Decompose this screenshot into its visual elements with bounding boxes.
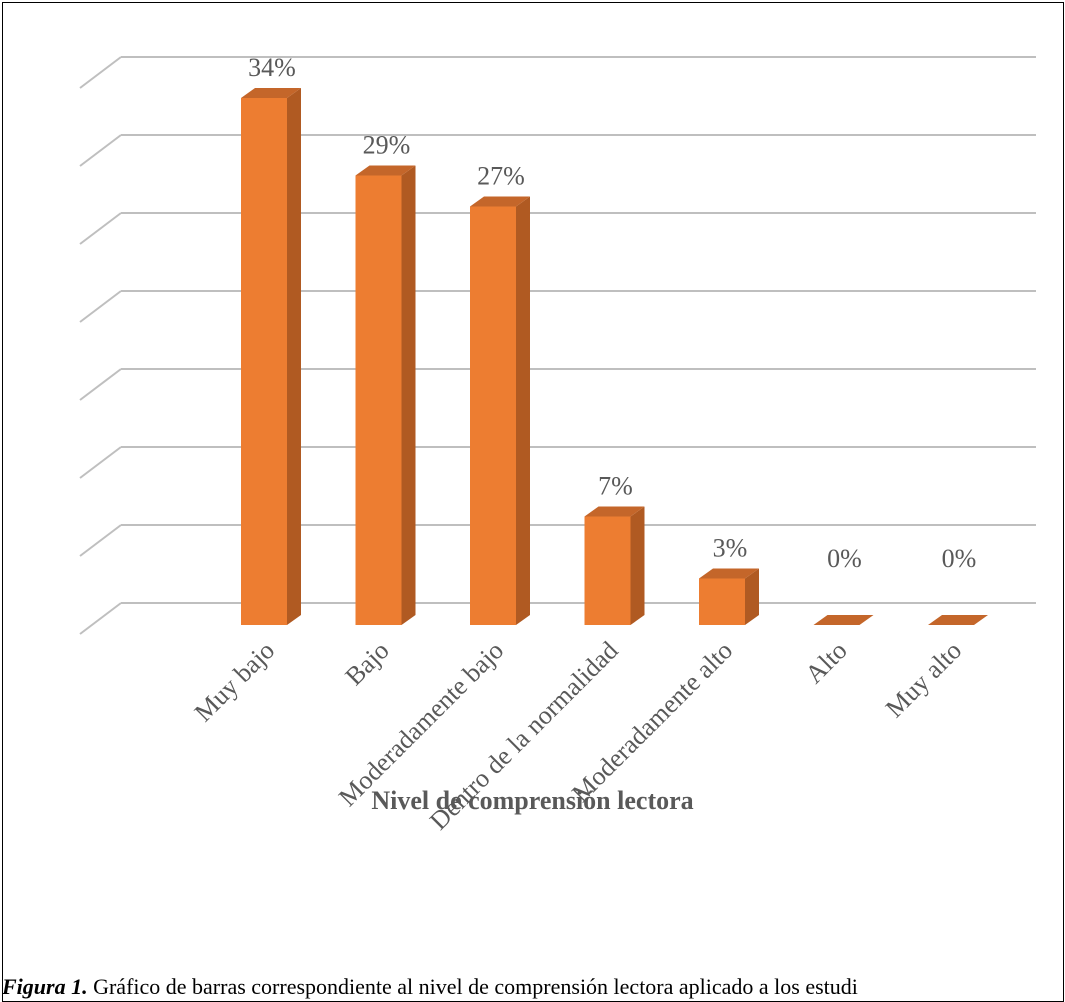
bar-side bbox=[516, 196, 530, 625]
bar bbox=[928, 615, 988, 625]
data-label: 29% bbox=[363, 131, 411, 160]
x-tick-label: Bajo bbox=[340, 636, 395, 691]
x-axis-title: Nivel de comprensión lectora bbox=[371, 786, 694, 815]
bar bbox=[241, 88, 301, 625]
bar-top bbox=[241, 88, 301, 98]
bar bbox=[699, 568, 759, 625]
gridline-diagonal bbox=[79, 602, 122, 635]
gridlines bbox=[79, 56, 1036, 635]
data-label: 34% bbox=[248, 53, 296, 82]
bar-side bbox=[287, 88, 301, 625]
bar bbox=[355, 165, 416, 625]
gridline-diagonal bbox=[79, 446, 122, 479]
bar-top bbox=[470, 196, 530, 207]
bar bbox=[584, 506, 645, 625]
bar-front bbox=[355, 175, 402, 625]
data-label: 7% bbox=[598, 472, 633, 501]
bar-top bbox=[355, 165, 416, 176]
figure-caption: Figura 1. Gráfico de barras correspondie… bbox=[2, 974, 858, 1000]
data-label: 0% bbox=[942, 544, 977, 573]
bar-side bbox=[745, 568, 759, 625]
bar-side bbox=[630, 506, 645, 625]
gridline-diagonal bbox=[79, 56, 122, 89]
gridline-diagonal bbox=[79, 290, 122, 323]
bar-top bbox=[584, 506, 645, 517]
data-labels: 34% 29% 27% 7% 3% 0% 0% bbox=[248, 53, 976, 573]
bar-front bbox=[584, 516, 631, 625]
x-tick-label: Alto bbox=[800, 636, 853, 689]
data-label: 3% bbox=[713, 534, 748, 563]
gridline-diagonal bbox=[79, 368, 122, 401]
bars bbox=[241, 88, 988, 625]
data-label: 27% bbox=[477, 162, 525, 191]
bar-front bbox=[241, 98, 287, 625]
bar bbox=[470, 196, 530, 625]
gridline-diagonal bbox=[79, 134, 122, 167]
x-tick-label: Muy bajo bbox=[189, 636, 280, 727]
gridline-diagonal bbox=[79, 524, 122, 557]
caption-label: Figura 1. bbox=[2, 974, 88, 999]
bar-top bbox=[928, 615, 988, 625]
bar-front bbox=[699, 578, 745, 625]
x-tick-label: Muy alto bbox=[880, 636, 967, 723]
caption-text: Gráfico de barras correspondiente al niv… bbox=[87, 974, 858, 999]
data-label: 0% bbox=[827, 544, 862, 573]
bar-side bbox=[401, 165, 416, 625]
bar-front bbox=[470, 206, 516, 625]
bar-top bbox=[699, 568, 759, 579]
bar bbox=[813, 615, 874, 625]
gridline-diagonal bbox=[79, 212, 122, 245]
bar-top bbox=[813, 615, 874, 625]
